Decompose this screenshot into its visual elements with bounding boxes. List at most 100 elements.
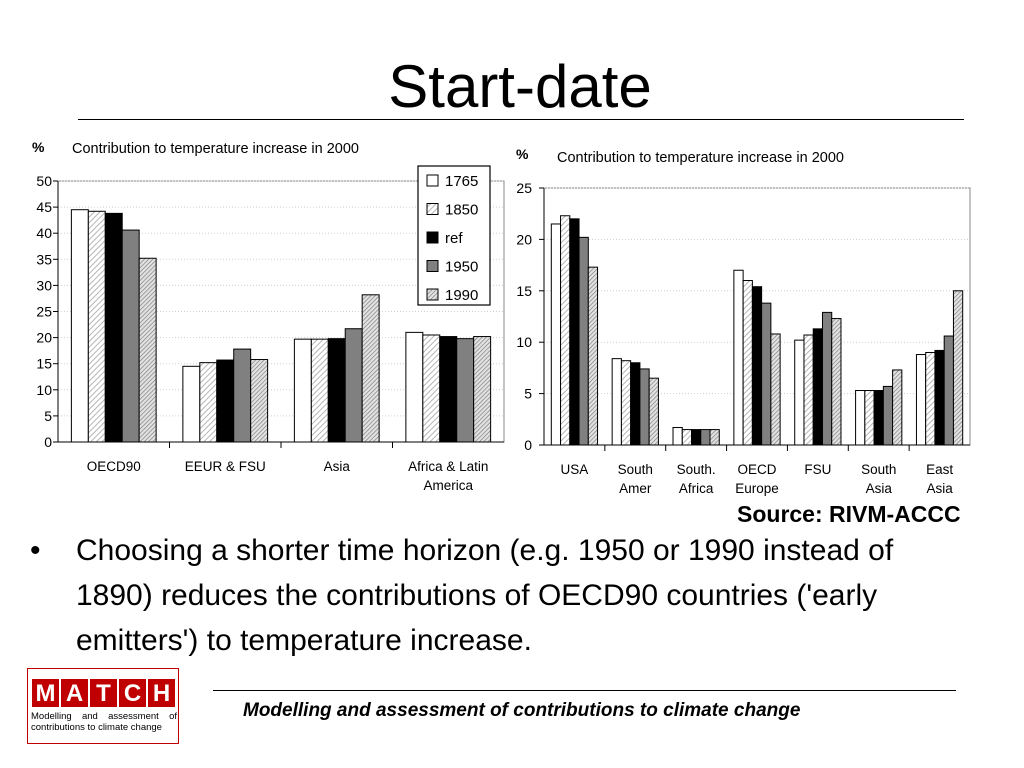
category-label: East bbox=[926, 462, 953, 477]
chart-regions-1: 0 5 10 15 20 25 30 35 40 45 50% Contribution to tem… bbox=[32, 139, 505, 493]
logo-letter: M bbox=[32, 679, 59, 707]
logo-subtitle: Modelling and assessment of contribution… bbox=[31, 711, 177, 733]
bar bbox=[943, 335, 954, 446]
bar bbox=[422, 334, 441, 443]
y-tick-label: 15 bbox=[516, 283, 532, 299]
logo-letters: M A T C H bbox=[32, 679, 175, 707]
category-label: Asia bbox=[926, 481, 953, 496]
title-underline bbox=[78, 119, 964, 120]
bar bbox=[639, 368, 650, 446]
bar bbox=[648, 377, 659, 446]
y-tick-label: 15 bbox=[36, 356, 52, 372]
bar bbox=[925, 351, 936, 446]
category-label: OECD90 bbox=[87, 459, 141, 474]
bar bbox=[733, 269, 744, 446]
bar bbox=[803, 334, 814, 446]
bar bbox=[439, 336, 458, 443]
category-label: South bbox=[618, 462, 653, 477]
category-label: USA bbox=[561, 462, 589, 477]
chart-title: Contribution to temperature increase in … bbox=[72, 141, 359, 157]
bar bbox=[569, 218, 580, 446]
y-tick-label: 30 bbox=[36, 277, 52, 293]
bar bbox=[794, 339, 805, 446]
bar bbox=[831, 318, 842, 446]
bar bbox=[934, 349, 945, 446]
chart-regions-2: 0 5 10 15 20 25% Contribution to temperature i… bbox=[516, 146, 971, 496]
legend-label: 1990 bbox=[445, 287, 478, 304]
bar bbox=[821, 311, 833, 446]
category-label: Amer bbox=[619, 481, 652, 496]
legend-label: 1765 bbox=[445, 173, 478, 190]
bar bbox=[952, 290, 964, 446]
category-label: Asia bbox=[324, 459, 351, 474]
bar bbox=[915, 354, 927, 446]
bar bbox=[327, 338, 346, 443]
footer-text: Modelling and assessment of contribution… bbox=[243, 700, 801, 721]
category-label: OECD bbox=[737, 462, 776, 477]
legend-swatch bbox=[426, 288, 439, 301]
logo-letter: C bbox=[119, 679, 146, 707]
match-logo: M A T C H Modelling and assessment of co… bbox=[27, 668, 179, 744]
bar bbox=[873, 390, 884, 446]
bar bbox=[882, 385, 894, 446]
bar bbox=[104, 212, 123, 443]
bar bbox=[310, 338, 329, 443]
bar bbox=[182, 365, 201, 443]
category-label: EEUR & FSU bbox=[185, 459, 266, 474]
source-credit: Source: RIVM-ACCC bbox=[737, 501, 961, 527]
bar bbox=[892, 369, 903, 446]
logo-letter: H bbox=[148, 679, 175, 707]
category-label: South. bbox=[677, 462, 716, 477]
y-tick-label: 35 bbox=[36, 251, 52, 267]
bar bbox=[761, 302, 772, 446]
y-tick-label: 50 bbox=[36, 173, 52, 189]
y-tick-label: 10 bbox=[516, 334, 532, 350]
bar bbox=[587, 266, 599, 446]
y-tick-label: 5 bbox=[44, 408, 52, 424]
bar bbox=[344, 328, 363, 443]
bar bbox=[751, 286, 763, 446]
category-label: FSU bbox=[804, 462, 831, 477]
footer-rule bbox=[213, 690, 956, 691]
y-tick-label: 5 bbox=[524, 386, 532, 402]
logo-frame bbox=[27, 668, 179, 744]
bar bbox=[550, 223, 562, 446]
bar bbox=[742, 280, 753, 446]
bar bbox=[709, 429, 720, 446]
bar bbox=[691, 429, 702, 446]
bar bbox=[770, 333, 781, 446]
y-tick-label: 0 bbox=[44, 434, 52, 450]
bar bbox=[456, 338, 475, 443]
bar bbox=[473, 336, 492, 443]
legend-label: 1850 bbox=[445, 202, 478, 219]
page-title: Start-date bbox=[388, 53, 652, 120]
bar bbox=[199, 362, 218, 443]
legend-swatch bbox=[426, 260, 439, 272]
bar bbox=[864, 390, 875, 446]
bar bbox=[233, 348, 252, 443]
bar bbox=[121, 229, 140, 443]
y-tick-label: 25 bbox=[36, 304, 52, 320]
bar bbox=[855, 390, 866, 446]
y-tick-label: 40 bbox=[36, 225, 52, 241]
chart-title: Contribution to temperature increase in … bbox=[557, 150, 844, 166]
bar bbox=[812, 328, 823, 446]
legend-swatch bbox=[426, 203, 439, 215]
bar bbox=[361, 294, 380, 443]
bar bbox=[611, 358, 622, 446]
bar bbox=[405, 331, 424, 443]
y-tick-label: 10 bbox=[36, 382, 52, 398]
y-tick-label: 0 bbox=[524, 437, 532, 453]
category-label: Africa bbox=[679, 481, 714, 496]
y-tick-label: 20 bbox=[516, 231, 532, 247]
bar bbox=[620, 360, 632, 446]
y-tick-label: 25 bbox=[516, 180, 532, 196]
bar bbox=[560, 215, 571, 446]
legend-label: ref bbox=[445, 230, 463, 247]
y-tick-label: 20 bbox=[36, 330, 52, 346]
category-label: America bbox=[423, 478, 473, 493]
category-label: Africa & Latin bbox=[408, 459, 488, 474]
bullet-marker: • bbox=[30, 534, 41, 567]
y-tick-label: 45 bbox=[36, 199, 52, 215]
